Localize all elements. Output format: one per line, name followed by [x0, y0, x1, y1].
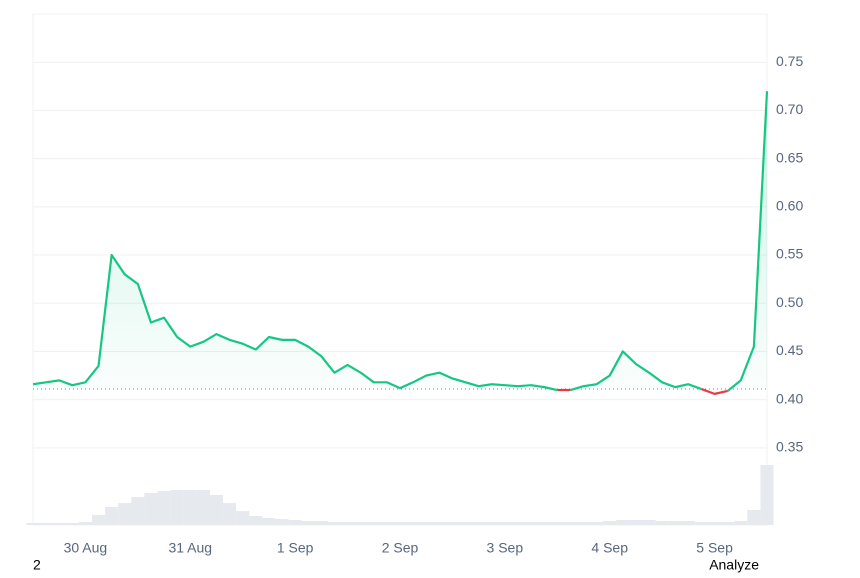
area-fill	[33, 91, 767, 390]
volume-bar	[734, 521, 748, 525]
volume-bar	[314, 521, 328, 525]
volume-bar	[498, 522, 512, 525]
volume-bar	[629, 520, 643, 525]
footer-left: 2	[33, 557, 41, 573]
volume-bar	[196, 490, 210, 525]
volume-bar	[327, 522, 342, 525]
volume-bar	[485, 522, 499, 525]
volume-bar	[354, 522, 368, 525]
volume-bar	[537, 522, 551, 525]
volume-bar	[708, 522, 722, 525]
volume-bar	[576, 522, 591, 525]
volume-bar	[603, 521, 617, 525]
volume-bar	[445, 522, 459, 525]
volume-bar	[616, 520, 630, 525]
x-tick-label: 31 Aug	[168, 540, 212, 556]
footer-right[interactable]: Analyze	[709, 557, 759, 573]
volume-bar	[39, 523, 53, 525]
volume-bar	[380, 522, 394, 525]
volume-bar	[432, 522, 446, 525]
price-line	[32, 253, 558, 392]
y-tick-label: 0.50	[776, 294, 803, 310]
volume-bar	[105, 507, 119, 525]
y-tick-label: 0.35	[776, 439, 803, 455]
volume-bar	[721, 522, 735, 525]
x-tick-label: 2 Sep	[382, 540, 419, 556]
volume-bar	[209, 495, 224, 525]
volume-bar	[249, 516, 263, 525]
volume-bar	[236, 511, 250, 525]
volume-bar	[65, 523, 79, 525]
y-tick-label: 0.45	[776, 342, 803, 358]
volume-bar	[367, 522, 381, 525]
volume-bar	[223, 503, 237, 525]
x-tick-label: 3 Sep	[487, 540, 524, 556]
x-tick-label: 30 Aug	[64, 540, 108, 556]
volume-bar	[458, 522, 473, 525]
price-line	[701, 388, 728, 395]
volume-bar	[642, 520, 656, 525]
y-tick-label: 0.75	[776, 53, 803, 69]
volume-bar	[262, 518, 276, 525]
volume-bar	[550, 522, 564, 525]
volume-bar	[52, 523, 66, 525]
volume-bar	[91, 515, 106, 525]
x-tick-label: 1 Sep	[277, 540, 314, 556]
volume-bar	[472, 522, 486, 525]
volume-bar	[301, 521, 315, 525]
price-line	[570, 350, 702, 392]
volume-bar	[26, 523, 40, 525]
volume-bar	[747, 510, 761, 525]
volume-bar	[157, 491, 171, 525]
volume-bar	[78, 522, 92, 525]
volume-bar	[419, 522, 433, 525]
price-line	[726, 91, 769, 392]
volume-bar	[590, 522, 604, 525]
y-tick-label: 0.55	[776, 246, 803, 262]
volume-bar	[275, 519, 289, 525]
volume-bar	[341, 522, 355, 525]
y-tick-label: 0.40	[776, 390, 803, 406]
volume-bar	[524, 522, 538, 525]
volume-bar	[406, 522, 420, 525]
y-tick-label: 0.60	[776, 198, 803, 214]
volume-bar	[760, 465, 774, 525]
volume-bar	[131, 497, 145, 525]
volume-bar	[288, 520, 302, 525]
volume-bar	[681, 521, 695, 525]
y-tick-label: 0.70	[776, 101, 803, 117]
y-tick-label: 0.65	[776, 149, 803, 165]
x-tick-label: 4 Sep	[591, 540, 628, 556]
volume-bar	[655, 521, 669, 525]
volume-bar	[668, 521, 682, 525]
volume-bar	[183, 490, 197, 525]
volume-bar	[694, 522, 709, 525]
volume-bar	[118, 503, 132, 525]
volume-bar	[170, 490, 184, 525]
volume-bar	[511, 522, 525, 525]
volume-bar	[144, 493, 158, 525]
volume-bar	[393, 522, 407, 525]
x-tick-label: 5 Sep	[696, 540, 733, 556]
volume-bar	[563, 522, 577, 525]
